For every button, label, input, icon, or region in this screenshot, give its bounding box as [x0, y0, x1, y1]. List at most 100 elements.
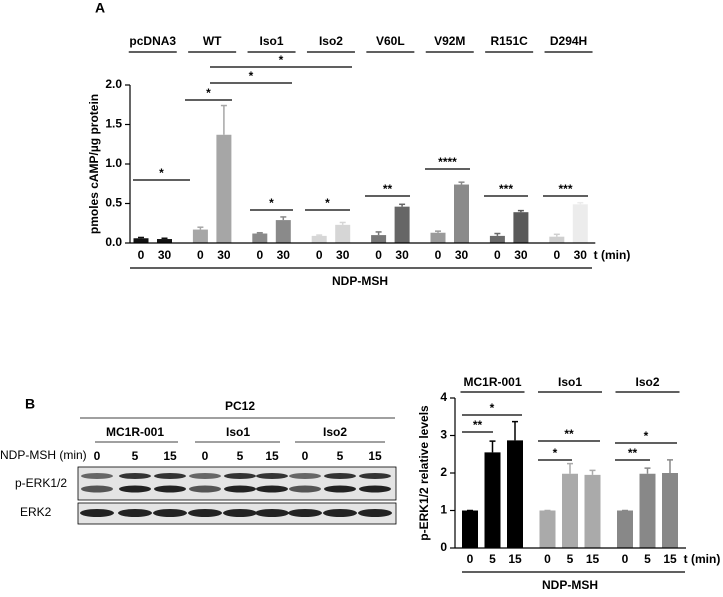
bar: [252, 233, 268, 243]
bar: [507, 440, 523, 548]
significance-label: ****: [438, 155, 457, 169]
band: [358, 509, 392, 517]
x-tick-label: 15: [508, 552, 522, 566]
blot-group: Iso2: [323, 425, 347, 439]
x-tick-label: 0: [544, 552, 551, 566]
y-tick-label: 1.5: [105, 117, 122, 131]
bar: [394, 206, 410, 243]
group-label: V60L: [376, 34, 405, 48]
band: [324, 473, 356, 479]
time-label: 5: [337, 449, 344, 463]
band: [188, 509, 222, 517]
x-tick-label: 5: [567, 552, 574, 566]
band: [289, 485, 321, 493]
band: [288, 509, 322, 517]
y-tick-label: 1.0: [105, 156, 122, 170]
x-tick-label: 30: [455, 248, 469, 262]
bar: [462, 510, 478, 548]
significance-label: ***: [558, 182, 572, 196]
x-tick-label: 0: [553, 248, 560, 262]
band: [119, 485, 151, 493]
band-label: p-ERK1/2: [15, 476, 67, 490]
bar: [584, 474, 601, 548]
band: [189, 473, 221, 479]
time-label: 5: [132, 449, 139, 463]
bar: [513, 212, 529, 243]
significance-label: *: [325, 196, 330, 210]
y-tick-label: 3: [440, 428, 447, 442]
row-label: NDP-MSH (min): [0, 448, 87, 462]
y-tick-label: 0.5: [105, 196, 122, 210]
x-tick-label: 30: [336, 248, 350, 262]
group-label: R151C: [490, 34, 528, 48]
group-label: pcDNA3: [129, 34, 176, 48]
x-tick-label: 0: [494, 248, 501, 262]
time-label: 15: [368, 449, 382, 463]
group-label: Iso1: [558, 375, 582, 389]
bar: [617, 510, 633, 548]
band: [81, 485, 113, 493]
y-tick-label: 4: [440, 390, 447, 404]
bar: [539, 510, 556, 548]
significance-label: *: [644, 429, 649, 443]
x-tick-label: 5: [644, 552, 651, 566]
x-tick-label: 30: [395, 248, 409, 262]
y-axis-label: pmoles cAMP/µg protein: [87, 94, 101, 234]
band: [323, 509, 357, 517]
significance-label: **: [473, 418, 483, 432]
significance-label: *: [553, 446, 558, 460]
bar: [549, 236, 565, 243]
band: [256, 485, 288, 493]
band: [324, 485, 356, 493]
x-tick-label: 0: [197, 248, 204, 262]
time-label: 15: [163, 449, 177, 463]
panel-label: B: [25, 396, 35, 412]
x-tick-label: 5: [489, 552, 496, 566]
y-tick-label: 2.0: [105, 77, 122, 91]
significance-label: *: [206, 86, 211, 100]
bar: [371, 235, 387, 243]
x-tick-label: 0: [435, 248, 442, 262]
band: [224, 473, 256, 479]
x-tick-label: 30: [277, 248, 291, 262]
time-label: 5: [237, 449, 244, 463]
time-label: 15: [265, 449, 279, 463]
y-tick-label: 1: [440, 503, 447, 517]
x-tick-label: 15: [586, 552, 600, 566]
x-tick-label: 0: [622, 552, 629, 566]
bands: [80, 473, 392, 517]
band: [154, 473, 186, 479]
band: [359, 473, 391, 479]
y-axis-label: p-ERK1/2 relative levels: [417, 405, 431, 541]
bar: [489, 235, 505, 243]
band: [189, 485, 221, 493]
x-tick-label: 0: [316, 248, 323, 262]
panel-label: A: [95, 0, 105, 16]
significance-label: **: [564, 427, 574, 441]
band: [154, 485, 186, 493]
bar: [430, 232, 446, 243]
group-label: V92M: [434, 34, 465, 48]
time-label: 0: [302, 449, 309, 463]
bar: [335, 224, 351, 243]
treatment-label: NDP-MSH: [542, 578, 598, 592]
time-label: 0: [202, 449, 209, 463]
x-tick-label: 15: [663, 552, 677, 566]
x-tick-label: 0: [467, 552, 474, 566]
group-label: Iso2: [635, 375, 659, 389]
bar: [216, 134, 232, 243]
blot-group: Iso1: [226, 425, 250, 439]
band: [359, 485, 391, 493]
blot-image: [77, 466, 397, 501]
band-label: ERK2: [20, 505, 52, 519]
band: [256, 473, 288, 479]
group-label: Iso1: [260, 34, 284, 48]
bar: [311, 235, 327, 243]
significance-label: *: [490, 401, 495, 415]
significance-label: ***: [499, 182, 513, 196]
group-label: WT: [203, 34, 222, 48]
band: [255, 509, 289, 517]
y-tick-label: 0: [440, 540, 447, 554]
y-tick-label: 2: [440, 465, 447, 479]
